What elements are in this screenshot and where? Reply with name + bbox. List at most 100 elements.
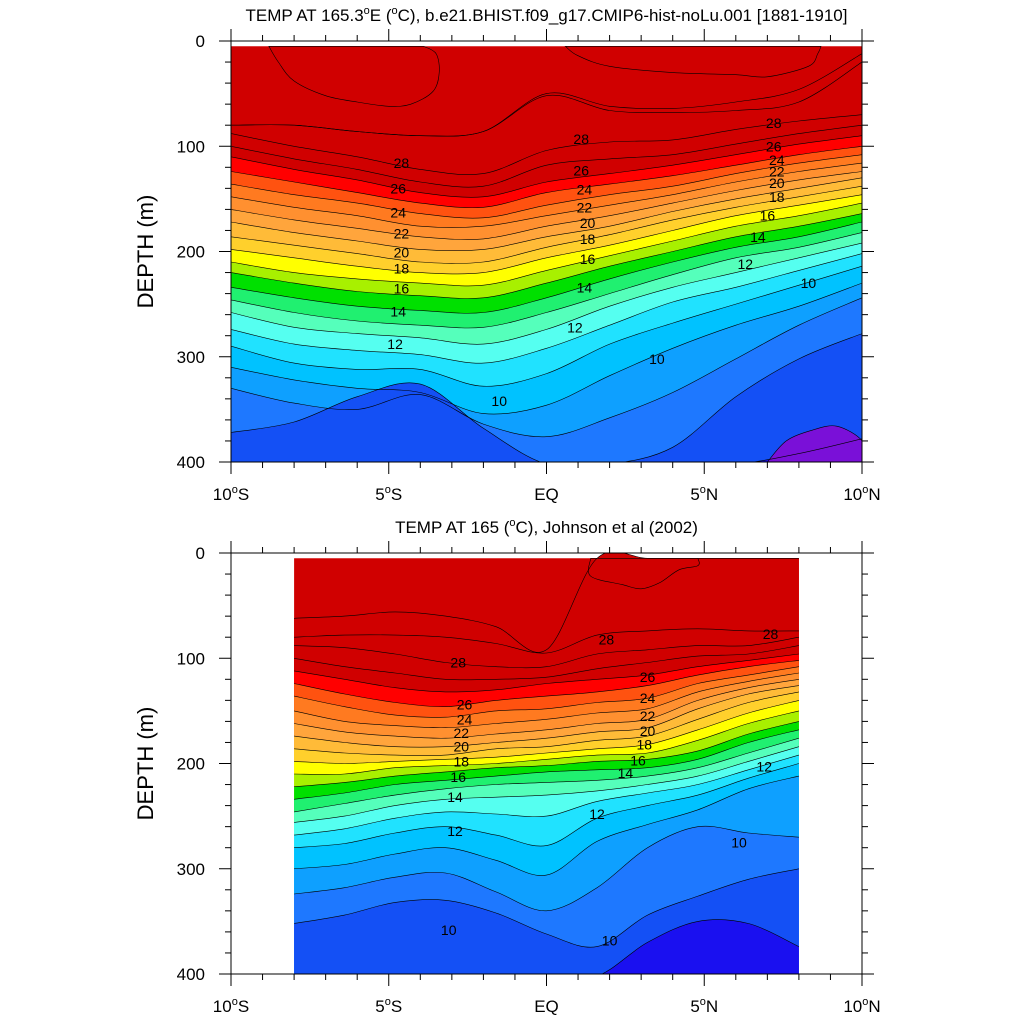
x-tick-label: 10oN [843, 484, 880, 504]
contour-label: 10 [602, 932, 618, 948]
contour-label: 26 [640, 669, 656, 685]
x-tick-label: 10oS [213, 996, 249, 1016]
contour-label: 18 [394, 260, 410, 276]
contour-label: 18 [769, 189, 785, 205]
isotherm-15 [231, 232, 862, 329]
y-tick-label: 300 [177, 348, 205, 367]
axis-ticks [219, 29, 874, 474]
contour-label: 12 [387, 336, 403, 352]
contour-label: 12 [447, 823, 463, 839]
isotherm-24 [231, 154, 862, 219]
contour-label: 28 [763, 626, 779, 642]
contour-label: 20 [454, 739, 470, 755]
isotherm-25 [294, 660, 799, 708]
contour-label: 16 [450, 769, 466, 785]
isotherm-12 [231, 265, 862, 387]
y-tick-label: 100 [177, 137, 205, 156]
isotherm-29 [294, 628, 799, 654]
fill-band-below-8 [601, 919, 799, 974]
isotherm-region-1 [564, 46, 822, 78]
panel-title: TEMP AT 165.3oE (oC), b.e21.BHIST.f09_g1… [246, 5, 848, 25]
isotherm-10 [294, 825, 799, 912]
contour-label: 22 [769, 164, 785, 180]
contour-label: 18 [454, 753, 470, 769]
contour-label: 22 [394, 226, 410, 242]
bottom-panel: 2826242220181614121028262422201816141210… [133, 517, 881, 1016]
contour-label: 16 [630, 752, 646, 768]
contour-label: 14 [618, 765, 634, 781]
contour-label: 20 [580, 215, 596, 231]
contour-label: 18 [637, 737, 653, 753]
isotherm-12 [294, 763, 799, 848]
contour-label: 22 [454, 725, 470, 741]
isotherm-13 [231, 253, 862, 364]
isotherm-17 [231, 213, 862, 299]
contour-label: 24 [769, 152, 785, 168]
contour-label: 24 [577, 181, 593, 197]
isotherm-20 [231, 185, 862, 264]
isotherm-18 [231, 202, 862, 287]
isotherm-28 [231, 114, 862, 175]
contour-label: 10 [491, 393, 507, 409]
contour-label: 24 [640, 690, 656, 706]
isotherm-23 [294, 672, 799, 729]
contour-label: 20 [769, 175, 785, 191]
contour-label: 10 [441, 922, 457, 938]
contour-label: 14 [577, 279, 593, 295]
x-tick-label: 5oN [690, 484, 718, 504]
x-tick-label: 5oS [375, 996, 402, 1016]
contour-label: 26 [457, 697, 473, 713]
contour-label: 16 [580, 251, 596, 267]
isotherm-21 [231, 177, 862, 252]
isotherm-9 [231, 333, 862, 462]
panel-title: TEMP AT 165 (oC), Johnson et al (2002) [395, 517, 698, 537]
contour-label: 10 [649, 351, 665, 367]
isotherm-14 [294, 746, 799, 823]
isotherm-17 [294, 721, 799, 787]
y-tick-label: 0 [196, 32, 205, 51]
isotherm-18 [294, 710, 799, 775]
y-tick-label: 100 [177, 649, 205, 668]
x-tick-label: 5oS [375, 484, 402, 504]
contour-field: 2826242220181614121028262422201816141210… [294, 553, 800, 974]
isotherm-8 [601, 919, 800, 974]
x-tick-label: 10oS [213, 484, 249, 504]
contour-label: 28 [599, 631, 615, 647]
contour-label: 10 [801, 275, 817, 291]
y-tick-label: 400 [177, 965, 205, 984]
contour-label: 26 [766, 138, 782, 154]
contour-label: 16 [394, 280, 410, 296]
isotherm-26 [231, 135, 862, 198]
contour-label: 24 [457, 711, 473, 727]
y-tick-label: 200 [177, 243, 205, 262]
isotherm-27 [294, 645, 799, 681]
isotherm-22 [294, 679, 799, 739]
contour-label: 28 [766, 115, 782, 131]
isotherm-region-0 [268, 46, 440, 107]
x-tick-label: 10oN [843, 996, 880, 1016]
y-axis-title: DEPTH (m) [133, 707, 158, 821]
contour-label: 10 [731, 834, 747, 850]
isotherm-region-2 [766, 425, 862, 462]
x-tick-label: EQ [534, 485, 559, 504]
isotherm-8 [751, 438, 862, 462]
isotherm-19 [231, 194, 862, 275]
contour-label: 28 [394, 155, 410, 171]
isotherm-11 [294, 775, 799, 876]
x-tick-label: 5oN [690, 996, 718, 1016]
isotherm-27 [231, 124, 862, 188]
isotherm-14 [231, 242, 862, 345]
contour-label: 16 [760, 208, 776, 224]
contour-label: 12 [589, 806, 605, 822]
isotherm-20 [294, 691, 799, 756]
contour-label: 18 [580, 231, 596, 247]
isotherm-16 [294, 729, 799, 800]
isotherm-9 [294, 868, 799, 948]
contour-label: 12 [738, 256, 754, 272]
isotherm-19 [294, 700, 799, 764]
isotherm-11 [231, 282, 862, 415]
contour-label: 12 [756, 759, 772, 775]
isotherm-region-0 [588, 558, 700, 590]
